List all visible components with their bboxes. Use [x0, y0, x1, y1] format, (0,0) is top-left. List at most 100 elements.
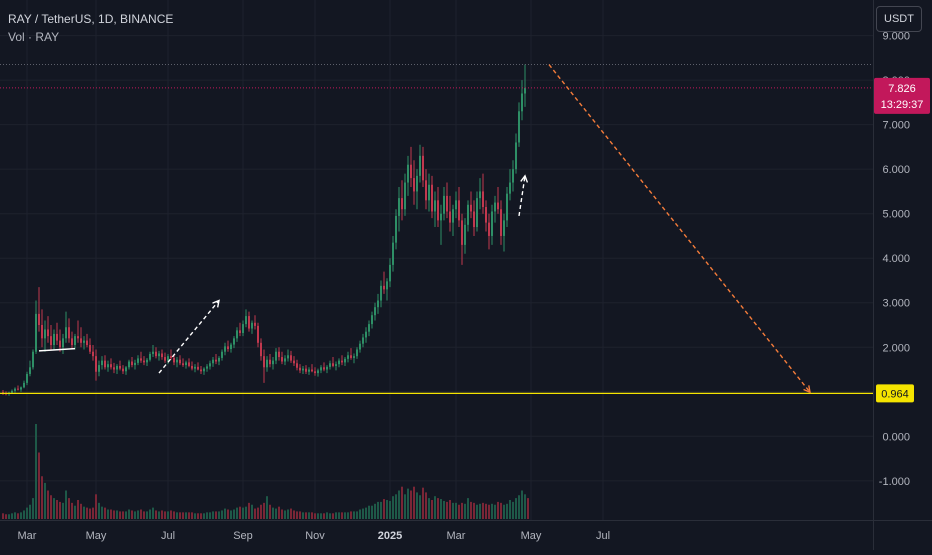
- volume-bar: [347, 512, 349, 519]
- volume-bar: [167, 511, 169, 519]
- volume-bar: [398, 490, 400, 519]
- volume-bar: [371, 505, 373, 519]
- symbol-title[interactable]: RAY / TetherUS, 1D, BINANCE: [8, 12, 174, 26]
- candle-body: [227, 346, 229, 350]
- candle-body: [176, 359, 178, 363]
- volume-bar: [38, 452, 40, 519]
- volume-bar: [128, 509, 130, 519]
- candle-body: [494, 202, 496, 212]
- candle-body: [434, 200, 436, 212]
- volume-bar: [434, 496, 436, 519]
- candle-body: [344, 358, 346, 363]
- candle-body: [470, 204, 472, 212]
- time-axis[interactable]: Mar May Jul Sep Nov 2025 Mar May Jul: [18, 530, 611, 542]
- volume-bar: [2, 513, 4, 519]
- candle-body: [179, 359, 181, 364]
- volume-bar: [524, 494, 526, 519]
- volume-bar: [458, 504, 460, 519]
- volume-bar: [95, 494, 97, 519]
- candle-body: [101, 360, 103, 366]
- trend-segment[interactable]: [38, 347, 76, 352]
- volume-bar: [233, 509, 235, 519]
- candle-body: [248, 316, 250, 329]
- candle-body: [53, 333, 55, 346]
- x-tick-label: Mar: [18, 530, 37, 542]
- candle-body: [113, 367, 115, 370]
- volume-bar: [14, 512, 16, 519]
- dashed-arrow[interactable]: [158, 300, 220, 374]
- volume-bar: [335, 512, 337, 519]
- volume-bar: [311, 512, 313, 519]
- candlesticks: [2, 64, 526, 396]
- candle-body: [98, 365, 100, 372]
- volume-bar: [224, 508, 226, 519]
- candle-body: [293, 360, 295, 364]
- candle-body: [158, 353, 160, 357]
- volume-bar: [155, 510, 157, 519]
- volume-bar: [389, 500, 391, 519]
- volume-bar: [179, 512, 181, 519]
- volume-bar: [74, 505, 76, 519]
- volume-bar: [83, 506, 85, 519]
- currency-button[interactable]: USDT: [876, 6, 922, 32]
- volume-bar: [149, 509, 151, 519]
- volume-bar: [5, 514, 7, 519]
- candle-body: [461, 220, 463, 245]
- candle-body: [374, 307, 376, 316]
- volume-bar: [365, 507, 367, 519]
- volume-bar: [110, 509, 112, 519]
- volume-bar: [203, 513, 205, 519]
- candle-body: [500, 209, 502, 236]
- y-tick-label: 2.000: [882, 342, 910, 354]
- candle-body: [59, 340, 61, 348]
- volume-bar: [419, 495, 421, 519]
- volume-bar: [404, 494, 406, 519]
- volume-bar: [140, 509, 142, 519]
- volume-bar: [413, 486, 415, 519]
- volume-bar: [119, 511, 121, 519]
- candle-body: [110, 364, 112, 368]
- candle-body: [278, 351, 280, 358]
- volume-bar: [440, 499, 442, 519]
- candle-body: [275, 351, 277, 361]
- volume-bar: [422, 487, 424, 519]
- candle-body: [83, 340, 85, 343]
- volume-bar: [68, 498, 70, 519]
- volume-bar: [212, 511, 214, 519]
- volume-bar: [242, 507, 244, 519]
- candle-body: [134, 362, 136, 366]
- candle-body: [143, 360, 145, 363]
- volume-bar: [86, 507, 88, 519]
- volume-bar: [59, 501, 61, 519]
- volume-bar: [239, 506, 241, 519]
- volume-bar: [92, 507, 94, 519]
- candle-body: [65, 327, 67, 339]
- volume-bar: [485, 503, 487, 519]
- candle-body: [515, 142, 517, 170]
- volume-bar: [512, 501, 514, 519]
- candle-body: [146, 359, 148, 363]
- candle-body: [218, 357, 220, 362]
- candle-body: [506, 193, 508, 221]
- candle-body: [485, 207, 487, 223]
- volume-bar: [353, 511, 355, 519]
- volume-bar: [395, 494, 397, 519]
- volume-bar: [482, 502, 484, 519]
- volume-bar: [509, 500, 511, 519]
- volume-indicator-label[interactable]: Vol · RAY: [8, 30, 60, 44]
- candle-body: [155, 351, 157, 357]
- candle-body: [263, 356, 265, 368]
- candle-body: [74, 336, 76, 346]
- volume-bar: [65, 490, 67, 519]
- candle-body: [329, 363, 331, 367]
- volume-bar: [236, 507, 238, 519]
- candle-body: [308, 369, 310, 372]
- candle-body: [41, 325, 43, 339]
- volume-bar: [158, 511, 160, 519]
- volume-bar: [77, 500, 79, 519]
- volume-bar: [185, 512, 187, 519]
- candle-body: [167, 356, 169, 361]
